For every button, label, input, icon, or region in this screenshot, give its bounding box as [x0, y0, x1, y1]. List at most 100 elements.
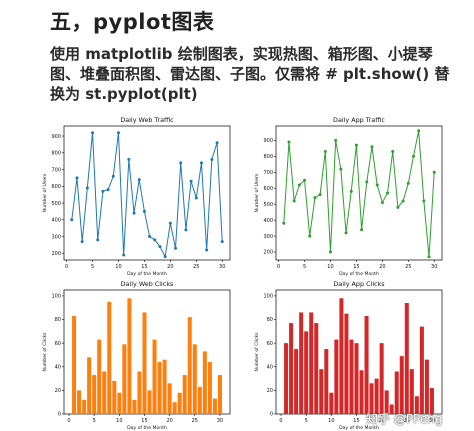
data-point	[158, 245, 162, 249]
y-tick-label: 700	[51, 167, 61, 173]
bar	[117, 392, 122, 414]
y-axis-label: Number of Users	[254, 173, 260, 212]
bar	[162, 359, 167, 414]
data-point	[137, 178, 141, 182]
subplot-figure: Daily Web Traffic Day of the Month Number …	[42, 116, 443, 430]
x-tick-label: 15	[353, 418, 359, 424]
y-tick-label: 800	[263, 154, 273, 160]
data-point	[106, 188, 110, 192]
chart-title: Daily Web Clicks	[121, 280, 174, 288]
y-tick-label: 400	[263, 218, 273, 224]
bar	[324, 349, 329, 414]
bar	[409, 369, 414, 414]
bar	[142, 312, 147, 414]
axes-frame	[63, 125, 231, 261]
bar	[137, 371, 142, 414]
y-tick-label: 20	[267, 388, 273, 394]
chart-title: Daily App Traffic	[333, 116, 385, 124]
data-point	[189, 179, 193, 183]
data-point	[292, 199, 296, 203]
bar	[212, 398, 217, 414]
bar	[192, 344, 197, 414]
data-point	[386, 191, 390, 195]
bar	[289, 323, 294, 414]
bar	[399, 356, 404, 414]
data-point	[401, 199, 405, 203]
bar	[92, 375, 97, 414]
bar	[157, 362, 162, 414]
bar	[304, 331, 309, 414]
x-tick-label: 25	[192, 418, 198, 424]
data-point	[391, 150, 395, 154]
data-point	[122, 253, 126, 257]
bar	[364, 315, 369, 414]
bar	[359, 370, 364, 414]
x-tick-label: 5	[305, 418, 308, 424]
chart-title: Daily Web Traffic	[120, 116, 174, 124]
x-tick-label: 0	[277, 264, 280, 270]
section-title: 五，pyplot图表	[50, 10, 215, 34]
bar	[217, 375, 222, 414]
data-point	[199, 161, 203, 165]
bar	[82, 399, 87, 414]
bar	[299, 312, 304, 414]
data-point	[153, 238, 157, 242]
data-point	[215, 141, 219, 145]
series-line	[71, 132, 223, 259]
x-tick-label: 5	[93, 418, 96, 424]
data-point	[313, 196, 317, 200]
bar	[334, 339, 339, 414]
x-tick-label: 20	[379, 264, 385, 270]
x-tick-label: 5	[303, 264, 306, 270]
axes-frame	[63, 289, 231, 415]
data-point	[318, 193, 322, 197]
y-axis-label: Number of Clicks	[42, 332, 48, 372]
series-line	[283, 130, 435, 257]
x-axis-label: Day of the Month	[127, 271, 167, 277]
x-tick-label: 10	[115, 264, 121, 270]
bar	[369, 383, 374, 414]
subplot-3: Daily Web Clicks Day of the Month Number o…	[42, 280, 231, 430]
x-tick-label: 0	[67, 418, 70, 424]
bar	[379, 343, 384, 414]
data-point	[127, 158, 131, 161]
x-tick-label: 20	[378, 418, 384, 424]
bar	[127, 298, 132, 414]
data-point	[282, 221, 286, 225]
data-point	[287, 140, 291, 144]
data-point	[70, 218, 74, 222]
bar	[152, 339, 157, 414]
x-axis-label: Day of the Month	[339, 425, 379, 430]
y-tick-label: 500	[51, 201, 61, 207]
data-point	[184, 228, 188, 232]
bar	[284, 343, 289, 414]
bar	[344, 313, 349, 414]
bar	[389, 404, 394, 414]
data-point	[210, 158, 214, 161]
x-tick-label: 10	[328, 418, 334, 424]
y-tick-label: 100	[263, 294, 273, 300]
bar	[77, 390, 82, 414]
x-tick-label: 10	[116, 418, 122, 424]
y-tick-label: 300	[263, 234, 273, 240]
data-point	[380, 201, 384, 205]
y-tick-label: 0	[270, 412, 273, 418]
data-point	[344, 231, 348, 235]
bar	[314, 323, 319, 414]
data-point	[308, 234, 312, 238]
bar	[339, 298, 344, 414]
data-point	[75, 176, 79, 180]
description-line-2: 图、堆叠面积图、雷达图、子图。仅需将 # plt.show() 替	[50, 65, 450, 83]
data-point	[163, 255, 167, 259]
bar	[404, 302, 409, 414]
y-tick-label: 900	[263, 138, 273, 144]
y-tick-label: 100	[51, 294, 61, 300]
y-tick-label: 80	[55, 317, 61, 323]
data-point	[365, 180, 369, 184]
data-point	[427, 255, 431, 259]
y-tick-label: 600	[51, 184, 61, 190]
bar	[424, 359, 429, 414]
bar	[177, 392, 182, 414]
bar	[97, 339, 102, 414]
data-point	[417, 129, 421, 133]
